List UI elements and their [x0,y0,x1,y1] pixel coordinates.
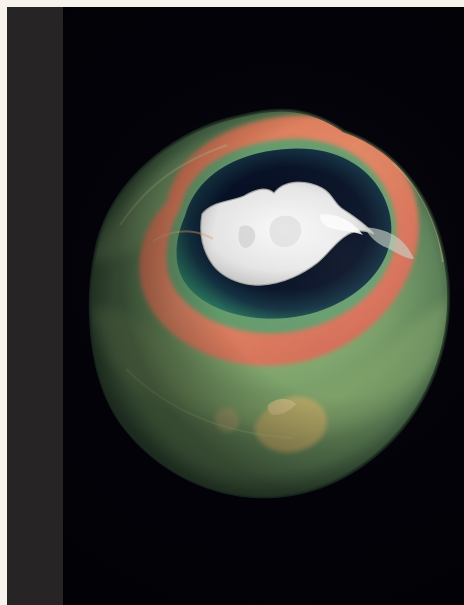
photo-frame [7,7,464,605]
ozone-globe-image [63,7,464,605]
ozone-globe-visualization [88,108,451,499]
binding-strip [7,7,63,605]
